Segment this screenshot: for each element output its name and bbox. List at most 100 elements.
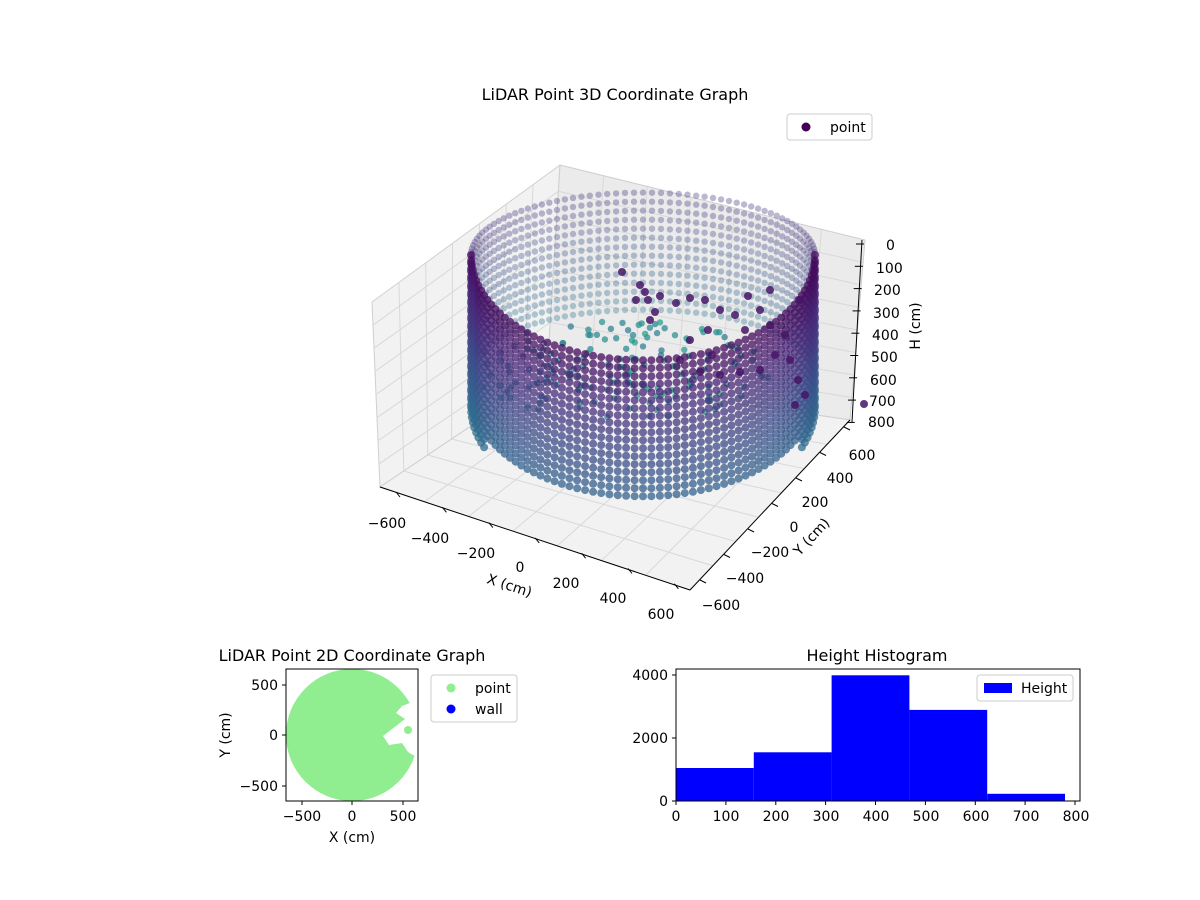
- data-point: [581, 462, 589, 470]
- data-point: [640, 225, 646, 231]
- data-point: [614, 395, 622, 403]
- data-point: [781, 331, 789, 339]
- data-point: [595, 228, 601, 234]
- data-point: [467, 355, 475, 363]
- data-point: [710, 294, 716, 300]
- data-point: [506, 276, 512, 282]
- data-point: [614, 363, 622, 371]
- data-point: [539, 300, 545, 306]
- data-point: [558, 472, 566, 480]
- data-point: [604, 209, 610, 215]
- x-tick-label: −600: [368, 516, 406, 532]
- data-point: [768, 273, 774, 279]
- data-point: [667, 244, 673, 250]
- data-point: [742, 408, 750, 416]
- data-point: [667, 262, 673, 268]
- data-point: [664, 475, 672, 483]
- data-point: [595, 210, 601, 216]
- data-point: [649, 280, 655, 286]
- data-point: [681, 409, 689, 417]
- data-point: [566, 386, 574, 394]
- data-point: [720, 472, 728, 480]
- data-point: [573, 356, 581, 364]
- data-point: [613, 190, 619, 196]
- data-point: [681, 449, 689, 457]
- data-point: [589, 424, 597, 432]
- data-point: [614, 427, 622, 435]
- data-point: [587, 256, 593, 262]
- data-point: [578, 284, 584, 290]
- data-point: [604, 308, 610, 314]
- data-point: [554, 315, 560, 321]
- data-point: [727, 357, 735, 365]
- legend-histogram: Height: [977, 675, 1073, 701]
- data-point: [656, 468, 664, 476]
- data-point: [689, 432, 697, 440]
- legend-label-wall: wall: [475, 702, 503, 718]
- data-point: [649, 262, 655, 268]
- data-point: [467, 347, 475, 355]
- legend-label-point: point: [475, 681, 511, 697]
- data-point: [696, 368, 704, 376]
- point-region-gap: [402, 676, 418, 688]
- data-point: [539, 309, 545, 315]
- data-point: [748, 221, 754, 227]
- data-point: [641, 288, 649, 296]
- data-point: [467, 259, 475, 267]
- y-tick-label: 4000: [632, 668, 668, 684]
- data-point: [662, 325, 668, 331]
- data-point: [658, 226, 664, 232]
- data-point: [735, 411, 743, 419]
- data-point: [673, 370, 681, 378]
- data-point: [756, 306, 764, 314]
- z-tick-label: 400: [872, 328, 899, 344]
- data-point: [741, 210, 747, 216]
- data-point: [672, 299, 680, 307]
- data-point: [705, 460, 713, 468]
- data-point: [589, 448, 597, 456]
- data-point: [710, 231, 716, 237]
- data-point: [562, 241, 568, 247]
- data-point: [761, 316, 767, 322]
- data-point: [742, 416, 750, 424]
- data-point: [741, 309, 747, 315]
- data-point: [658, 244, 664, 250]
- data-point: [570, 294, 576, 300]
- data-point: [551, 397, 559, 405]
- data-point: [705, 372, 713, 380]
- data-point: [658, 217, 664, 223]
- data-point: [614, 475, 622, 483]
- data-point: [589, 464, 597, 472]
- data-point: [710, 195, 716, 201]
- data-point: [761, 244, 767, 250]
- data-point: [755, 286, 761, 292]
- data-point: [748, 248, 754, 254]
- data-point: [631, 364, 639, 372]
- data-point: [701, 212, 707, 218]
- x-tick-label: 600: [963, 809, 990, 825]
- data-point: [566, 482, 574, 490]
- data-point: [525, 313, 531, 319]
- data-point: [467, 251, 475, 259]
- data-point: [720, 432, 728, 440]
- point-region-gap: [404, 726, 412, 734]
- data-point: [673, 434, 681, 442]
- data-point: [774, 222, 780, 228]
- data-point: [573, 468, 581, 476]
- legend-label-height: Height: [1021, 681, 1068, 697]
- data-point: [605, 450, 613, 458]
- data-point: [578, 266, 584, 272]
- data-point: [632, 296, 640, 304]
- data-point: [614, 403, 622, 411]
- data-point: [506, 258, 512, 264]
- data-point: [597, 465, 605, 473]
- data-point: [710, 276, 716, 282]
- data-point: [727, 477, 735, 485]
- data-point: [578, 212, 584, 218]
- data-point: [726, 234, 732, 240]
- data-point: [727, 341, 735, 349]
- data-point: [587, 346, 593, 352]
- z-ticks-3d: 0 100 200 300 400 500 600 700 800: [868, 238, 903, 431]
- data-point: [518, 307, 524, 313]
- data-point: [558, 456, 566, 464]
